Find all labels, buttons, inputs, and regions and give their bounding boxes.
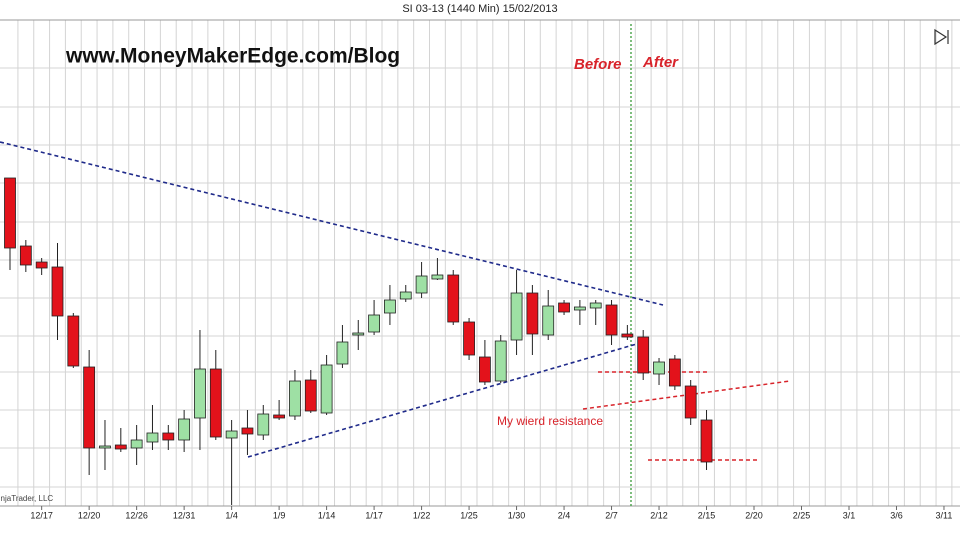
candle-body xyxy=(605,304,618,336)
candle-body xyxy=(257,413,270,436)
candle-body xyxy=(241,427,254,435)
copyright: NinjaTrader, LLC xyxy=(0,494,53,503)
candle-body xyxy=(4,177,16,249)
x-tick-label: 3/6 xyxy=(890,510,903,520)
candle-body xyxy=(637,336,650,374)
x-tick-label: 12/20 xyxy=(78,510,101,520)
x-tick-label: 1/22 xyxy=(413,510,431,520)
candle-body xyxy=(304,379,317,412)
candle-body xyxy=(478,356,491,383)
candle-body xyxy=(162,432,175,441)
candle-body xyxy=(384,299,396,314)
candle-body xyxy=(589,302,602,309)
candle-body xyxy=(684,385,697,419)
before-label: Before xyxy=(574,56,622,73)
x-tick-label: 1/25 xyxy=(460,510,478,520)
x-tick-label: 1/4 xyxy=(225,510,238,520)
scroll-end-icon[interactable] xyxy=(934,28,949,46)
x-tick-label: 2/15 xyxy=(698,510,716,520)
candle-body xyxy=(368,314,380,333)
candles xyxy=(4,177,713,505)
x-tick-label: 1/14 xyxy=(318,510,336,520)
candle-body xyxy=(320,364,333,414)
candle-body xyxy=(621,333,634,338)
x-tick-label: 2/25 xyxy=(793,510,811,520)
x-tick-label: 2/7 xyxy=(605,510,618,520)
candle-body xyxy=(510,292,523,341)
x-tick-label: 12/26 xyxy=(125,510,148,520)
candle-body xyxy=(83,366,96,449)
candle-body xyxy=(194,368,206,419)
candle-body xyxy=(573,306,586,311)
candle-body xyxy=(35,261,48,269)
candle-body xyxy=(19,245,32,266)
candle-body xyxy=(415,275,428,294)
resistance-label: My wierd resistance xyxy=(497,414,603,428)
candle-body xyxy=(463,321,475,356)
candle-body xyxy=(447,274,460,323)
x-tick-label: 2/12 xyxy=(650,510,668,520)
candle-body xyxy=(558,302,570,313)
candle-body xyxy=(51,266,64,317)
candle-body xyxy=(114,444,127,450)
candle-body xyxy=(653,361,665,375)
icon-arrow xyxy=(934,28,948,46)
grid xyxy=(0,20,960,506)
x-tick-label: 2/4 xyxy=(558,510,571,520)
candle-body xyxy=(273,414,286,419)
after-label: After xyxy=(642,54,679,71)
candle-body xyxy=(700,419,713,463)
watermark: www.MoneyMakerEdge.com/Blog xyxy=(65,45,400,68)
candle-body xyxy=(146,432,159,443)
candle-body xyxy=(431,274,444,280)
candle-body xyxy=(178,418,191,441)
chart-title: SI 03-13 (1440 Min) 15/02/2013 xyxy=(402,3,557,15)
x-tick-label: 1/9 xyxy=(273,510,286,520)
candle-body xyxy=(542,305,555,336)
x-tick-label: 12/17 xyxy=(30,510,53,520)
candle-body xyxy=(130,439,143,449)
candle-body xyxy=(336,341,349,365)
candle-body xyxy=(399,291,412,300)
candle-body xyxy=(526,292,539,335)
x-tick-label: 3/11 xyxy=(936,510,953,520)
candle-body xyxy=(494,340,507,382)
candle-body xyxy=(67,315,80,367)
candle-body xyxy=(352,332,365,336)
x-tick-label: 1/30 xyxy=(508,510,526,520)
candle-body xyxy=(99,445,111,449)
x-tick-label: 3/1 xyxy=(843,510,856,520)
x-tick-label: 2/20 xyxy=(745,510,763,520)
candle-body xyxy=(225,430,238,439)
candle-body xyxy=(668,358,681,387)
lower-trendline xyxy=(247,342,641,458)
x-tick-label: 1/17 xyxy=(365,510,383,520)
upper-trendline xyxy=(0,141,664,306)
candle-body xyxy=(289,380,301,417)
candle-body xyxy=(209,368,222,438)
x-tick-label: 12/31 xyxy=(173,510,196,520)
